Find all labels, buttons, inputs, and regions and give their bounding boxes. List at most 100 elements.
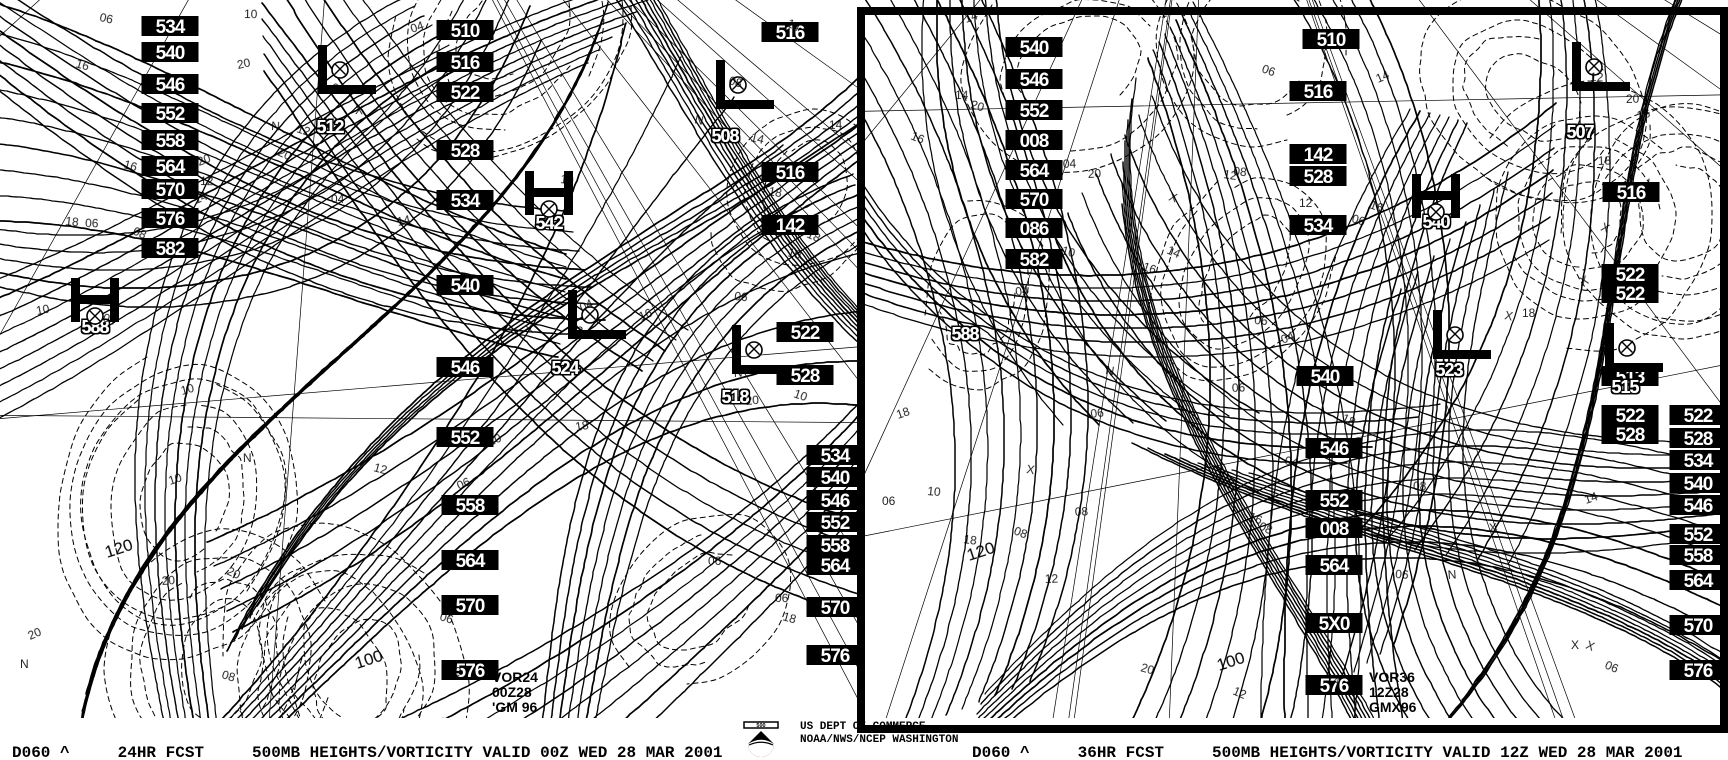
svg-text:534: 534 (1684, 451, 1714, 472)
svg-text:546: 546 (821, 491, 850, 512)
svg-text:00Z28: 00Z28 (492, 684, 532, 700)
svg-text:D060 ^ 24HR FCST 500MB: D060 ^ 24HR FCST 500MB HEIGHTS/VORTICITY… (12, 744, 723, 760)
svg-text:20: 20 (1626, 92, 1640, 106)
svg-text:570: 570 (156, 180, 185, 201)
svg-text:540: 540 (1020, 38, 1049, 59)
svg-text:06: 06 (734, 289, 749, 304)
svg-text:588: 588 (951, 324, 979, 344)
svg-text:528: 528 (1616, 425, 1645, 446)
svg-text:20: 20 (161, 573, 176, 588)
svg-text:507: 507 (1566, 122, 1594, 142)
svg-text:GMX96: GMX96 (1369, 699, 1417, 715)
svg-text:522: 522 (1684, 406, 1713, 427)
svg-text:142: 142 (776, 216, 805, 237)
svg-text:524: 524 (551, 358, 579, 378)
svg-text:546: 546 (451, 358, 480, 379)
svg-text:558: 558 (156, 131, 185, 152)
svg-text:06: 06 (775, 591, 789, 605)
svg-text:18: 18 (1522, 306, 1536, 320)
svg-text:18: 18 (65, 214, 80, 229)
svg-text:510: 510 (451, 21, 480, 42)
svg-text:576: 576 (821, 646, 850, 667)
svg-text:522: 522 (451, 83, 480, 104)
svg-text:528: 528 (1304, 167, 1333, 188)
svg-text:04: 04 (331, 192, 345, 206)
svg-text:'GM 96: 'GM 96 (492, 699, 538, 715)
svg-text:18: 18 (767, 184, 783, 200)
svg-text:08: 08 (1413, 479, 1427, 493)
svg-text:06: 06 (85, 216, 99, 230)
svg-text:546: 546 (1320, 439, 1349, 460)
svg-text:516: 516 (776, 163, 805, 184)
svg-text:570: 570 (1684, 616, 1713, 637)
svg-text:D060 ^ 36HR FCST 500MB: D060 ^ 36HR FCST 500MB HEIGHTS/VORTICITY… (972, 744, 1683, 760)
svg-text:18: 18 (1598, 154, 1612, 168)
svg-text:12: 12 (1223, 167, 1239, 183)
svg-text:X: X (1489, 521, 1497, 535)
svg-text:VOR36: VOR36 (1369, 669, 1415, 685)
svg-text:582: 582 (156, 239, 185, 260)
svg-text:546: 546 (156, 75, 185, 96)
svg-text:546: 546 (1684, 496, 1713, 517)
svg-text:552: 552 (821, 513, 850, 534)
svg-text:12: 12 (570, 324, 584, 338)
svg-text:564: 564 (821, 556, 851, 577)
svg-text:508: 508 (711, 126, 739, 146)
svg-text:500: 500 (756, 723, 765, 729)
svg-text:564: 564 (456, 551, 486, 572)
svg-text:558: 558 (456, 496, 485, 517)
svg-text:10: 10 (244, 7, 258, 21)
svg-text:534: 534 (821, 446, 851, 467)
svg-text:540: 540 (451, 276, 480, 297)
svg-text:534: 534 (1304, 216, 1334, 237)
svg-text:5X0: 5X0 (1319, 614, 1350, 635)
svg-text:522: 522 (1616, 265, 1645, 286)
svg-text:12: 12 (200, 174, 214, 188)
svg-text:564: 564 (1020, 161, 1050, 182)
svg-text:534: 534 (451, 191, 481, 212)
svg-text:N: N (1447, 567, 1457, 582)
svg-text:N: N (271, 119, 280, 133)
svg-text:N: N (733, 366, 742, 380)
svg-text:06: 06 (882, 494, 896, 508)
svg-text:540: 540 (1684, 474, 1713, 495)
svg-text:20: 20 (745, 393, 760, 408)
svg-text:04: 04 (1014, 283, 1030, 299)
svg-text:522: 522 (1616, 284, 1645, 305)
svg-text:086: 086 (1020, 219, 1049, 240)
svg-text:570: 570 (821, 598, 850, 619)
svg-text:522: 522 (1616, 406, 1645, 427)
svg-text:US DEPT OF COMMERCE: US DEPT OF COMMERCE (800, 721, 926, 733)
svg-text:552: 552 (156, 104, 185, 125)
svg-text:06: 06 (1232, 381, 1246, 395)
svg-text:512: 512 (316, 117, 344, 137)
svg-text:14: 14 (1325, 672, 1341, 688)
svg-text:08: 08 (1074, 504, 1088, 519)
svg-text:515: 515 (1611, 377, 1639, 397)
svg-text:06: 06 (708, 554, 722, 568)
svg-text:10: 10 (927, 484, 942, 499)
svg-text:18: 18 (574, 418, 590, 434)
svg-text:528: 528 (1684, 429, 1713, 450)
svg-text:510: 510 (1317, 30, 1346, 51)
svg-text:552: 552 (451, 428, 480, 449)
svg-text:540: 540 (821, 468, 850, 489)
svg-text:008: 008 (1320, 519, 1349, 540)
svg-text:12: 12 (1590, 70, 1604, 84)
svg-text:12: 12 (1299, 196, 1313, 210)
svg-text:008: 008 (1020, 131, 1049, 152)
svg-text:516: 516 (1617, 183, 1646, 204)
svg-text:516: 516 (451, 53, 480, 74)
svg-text:N: N (20, 657, 29, 671)
svg-text:564: 564 (156, 157, 186, 178)
svg-text:558: 558 (821, 536, 850, 557)
svg-text:06: 06 (1395, 567, 1410, 582)
svg-text:582: 582 (1020, 250, 1049, 271)
svg-text:534: 534 (156, 17, 186, 38)
svg-text:X: X (355, 103, 363, 117)
svg-text:VOR24: VOR24 (492, 669, 538, 685)
svg-text:12: 12 (1045, 572, 1059, 586)
svg-text:20: 20 (1087, 166, 1101, 181)
svg-text:N: N (243, 451, 252, 465)
svg-text:142: 142 (1304, 145, 1333, 166)
